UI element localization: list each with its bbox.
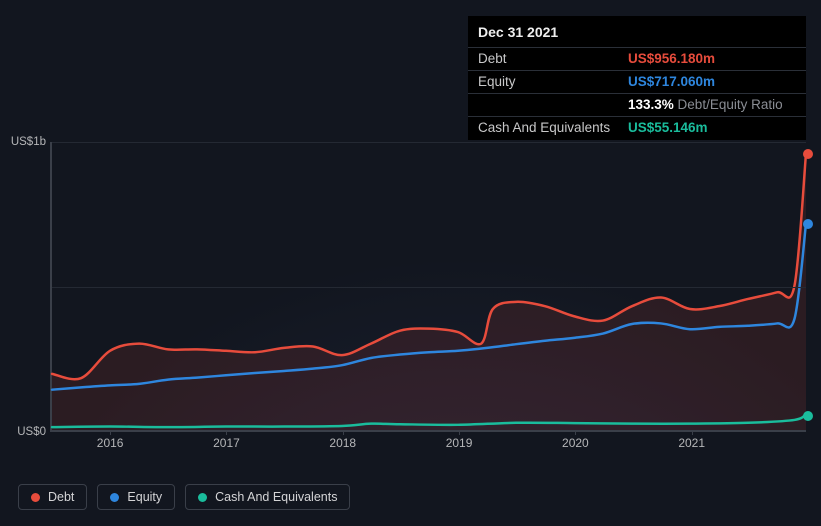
y-axis-tick-label: US$0 [17,426,46,438]
x-tick-mark [343,430,344,435]
x-axis-tick-label: 2019 [446,436,473,450]
legend-item-cash-and-equivalents[interactable]: Cash And Equivalents [185,484,350,510]
y-gridline [52,287,806,288]
legend-item-debt[interactable]: Debt [18,484,87,510]
debt-equity-chart: US$0US$1b201620172018201920202021 [18,124,808,444]
y-axis-tick-label: US$1b [11,136,46,148]
legend-label: Equity [127,490,162,504]
x-axis-tick-label: 2018 [329,436,356,450]
chart-tooltip: Dec 31 2021 DebtUS$956.180mEquityUS$717.… [468,16,806,140]
tooltip-row-label: Equity [478,74,628,90]
series-end-marker-debt [803,149,813,159]
x-tick-mark [575,430,576,435]
tooltip-row-value: 133.3% Debt/Equity Ratio [628,97,783,113]
legend-item-equity[interactable]: Equity [97,484,175,510]
tooltip-row: Cash And EquivalentsUS$55.146m [468,116,806,139]
tooltip-row-label: Cash And Equivalents [478,120,628,136]
tooltip-row: EquityUS$717.060m [468,70,806,93]
x-axis-tick-label: 2017 [213,436,240,450]
tooltip-row-value: US$55.146m [628,120,708,136]
x-tick-mark [459,430,460,435]
legend-label: Debt [48,490,74,504]
series-end-marker-cash-and-equivalents [803,411,813,421]
x-axis-tick-label: 2021 [678,436,705,450]
series-area-debt [52,154,806,430]
tooltip-row-value: US$956.180m [628,51,715,67]
tooltip-row: DebtUS$956.180m [468,47,806,70]
tooltip-date: Dec 31 2021 [468,16,806,47]
legend-swatch-icon [31,493,40,502]
tooltip-row-label: Debt [478,51,628,67]
x-tick-mark [110,430,111,435]
tooltip-row: 133.3% Debt/Equity Ratio [468,93,806,116]
legend-swatch-icon [198,493,207,502]
x-tick-mark [226,430,227,435]
tooltip-row-value: US$717.060m [628,74,715,90]
series-end-marker-equity [803,219,813,229]
x-axis-tick-label: 2016 [97,436,124,450]
legend-label: Cash And Equivalents [215,490,337,504]
legend-swatch-icon [110,493,119,502]
chart-legend: Debt Equity Cash And Equivalents [18,484,350,510]
y-gridline [52,142,806,143]
tooltip-row-label [478,97,628,113]
x-axis-tick-label: 2020 [562,436,589,450]
x-tick-mark [692,430,693,435]
chart-plot-area[interactable]: US$0US$1b201620172018201920202021 [50,142,806,432]
